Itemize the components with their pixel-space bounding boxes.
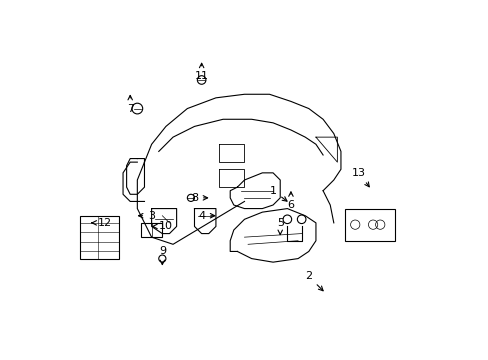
Text: 11: 11 <box>194 63 208 81</box>
Text: 1: 1 <box>269 186 286 201</box>
Text: 7: 7 <box>126 95 134 113</box>
Text: 12: 12 <box>92 218 112 228</box>
Text: 2: 2 <box>305 271 323 291</box>
Text: 4: 4 <box>198 211 214 221</box>
Text: 8: 8 <box>190 193 207 203</box>
Text: 10: 10 <box>152 221 173 231</box>
Text: 3: 3 <box>138 211 155 221</box>
Text: 6: 6 <box>287 192 294 210</box>
Text: 5: 5 <box>276 218 283 234</box>
Text: 9: 9 <box>159 247 165 265</box>
Text: 13: 13 <box>351 168 368 187</box>
